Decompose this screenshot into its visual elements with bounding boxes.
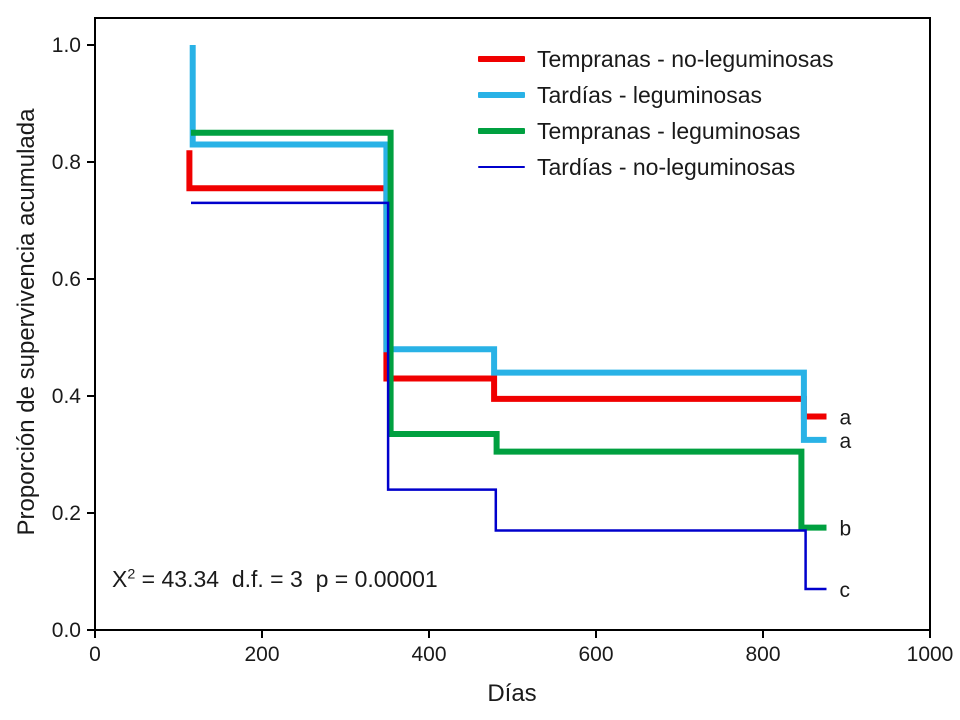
legend-item-3: Tardías - no-leguminosas <box>478 149 834 185</box>
x-tick-label: 400 <box>411 643 446 666</box>
group-letter-2: b <box>839 518 851 541</box>
x-axis-label: Días <box>487 680 537 707</box>
series-curve-2 <box>191 129 827 531</box>
legend-swatch-2 <box>478 128 525 134</box>
legend-swatch-3 <box>478 165 525 169</box>
x-tick-label: 200 <box>244 643 279 666</box>
legend-label-1: Tardías - leguminosas <box>537 81 762 108</box>
series-curve-0 <box>186 150 827 420</box>
x-tick-label: 0 <box>89 643 101 666</box>
legend-swatch-0 <box>478 56 525 62</box>
legend-label-2: Tempranas - leguminosas <box>537 117 801 144</box>
chi-square-annotation: X2 = 43.34 d.f. = 3 p = 0.00001 <box>112 566 438 593</box>
series-curve-3 <box>191 201 827 591</box>
annotation-stat: X <box>112 566 128 592</box>
y-tick-label: 0.2 <box>52 502 81 525</box>
legend-item-0: Tempranas - no-leguminosas <box>478 41 834 77</box>
legend-item-2: Tempranas - leguminosas <box>478 113 834 149</box>
x-tick-label: 600 <box>578 643 613 666</box>
group-letter-0: a <box>839 406 851 429</box>
y-tick-label: 0.4 <box>52 385 82 408</box>
y-tick-label: 0.6 <box>52 268 81 291</box>
annotation-rest: = 43.34 d.f. = 3 p = 0.00001 <box>135 566 438 592</box>
legend-label-3: Tardías - no-leguminosas <box>537 153 796 180</box>
y-tick-label: 1.0 <box>52 34 81 57</box>
legend-swatch-1 <box>478 92 525 98</box>
y-tick-label: 0.0 <box>52 619 81 642</box>
legend-item-1: Tardías - leguminosas <box>478 77 834 113</box>
y-axis-label: Proporción de supervivencia acumulada <box>13 108 40 536</box>
series-curve-1 <box>189 45 827 443</box>
annotation-exponent: 2 <box>127 566 136 583</box>
group-letter-3: c <box>839 579 850 602</box>
legend: Tempranas - no-leguminosas Tardías - legu… <box>478 41 834 185</box>
legend-label-0: Tempranas - no-leguminosas <box>537 45 834 72</box>
y-tick-label: 0.8 <box>52 151 81 174</box>
plot-frame <box>94 17 931 631</box>
x-tick-label: 800 <box>745 643 780 666</box>
x-tick-label: 1000 <box>907 643 954 666</box>
group-letter-1: a <box>839 430 851 453</box>
